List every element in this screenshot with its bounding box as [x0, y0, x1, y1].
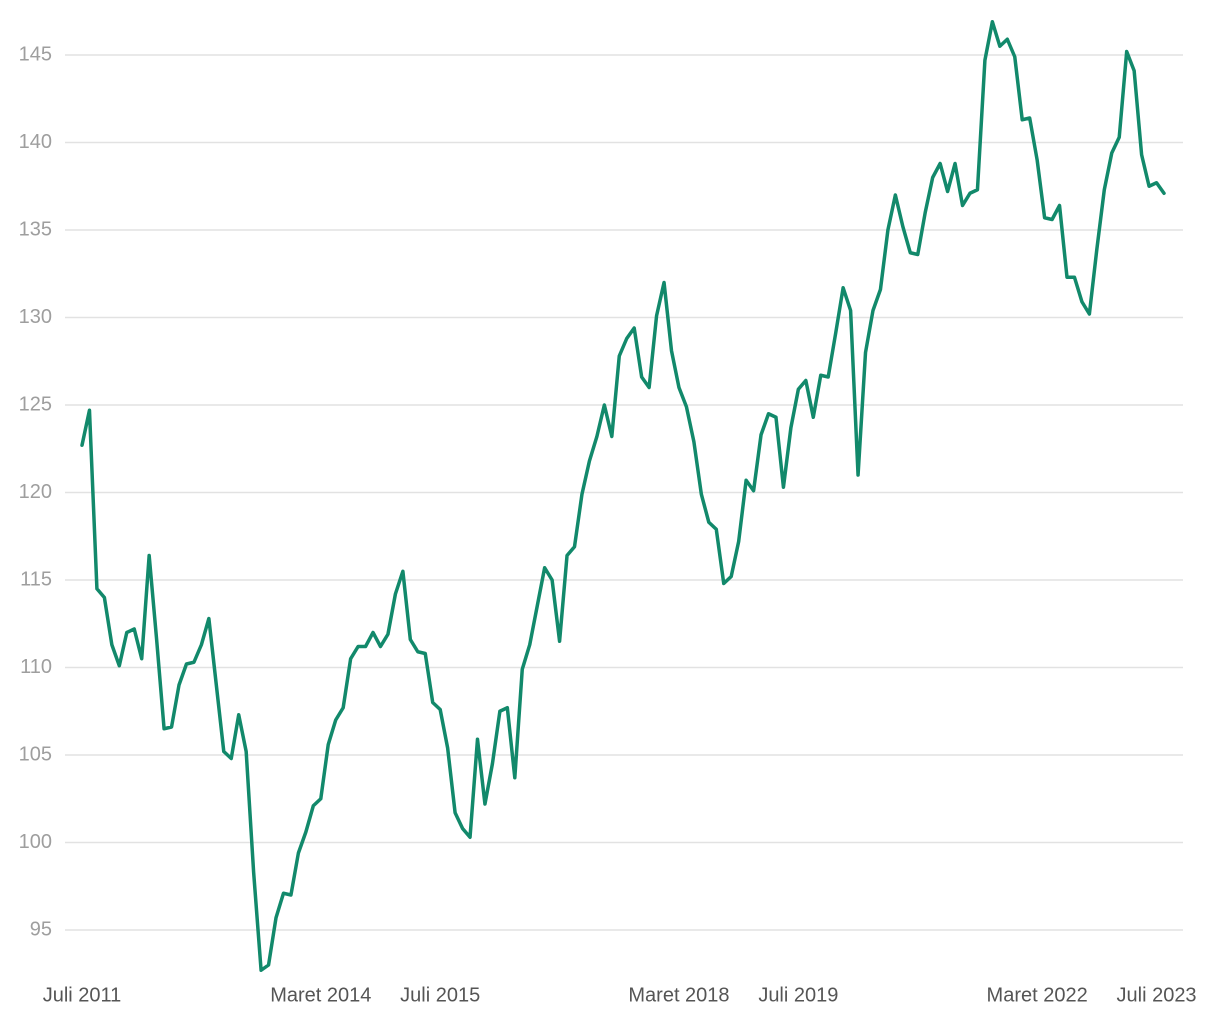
x-tick-label: Maret 2022 [987, 984, 1088, 1006]
x-tick-label: Maret 2014 [270, 984, 371, 1006]
x-tick-label: Maret 2018 [628, 984, 729, 1006]
y-tick-label: 105 [19, 743, 52, 765]
x-tick-label: Juli 2011 [43, 984, 122, 1006]
x-tick-label: Juli 2023 [1117, 984, 1197, 1006]
line [80, 20, 1166, 972]
y-tick-label: 140 [19, 131, 52, 153]
y-tick-label: 145 [19, 43, 52, 65]
x-tick-label: Juli 2019 [758, 984, 838, 1006]
y-tick-label: 95 [30, 918, 52, 940]
y-tick-label: 115 [20, 568, 52, 590]
y-tick-label: 135 [19, 218, 52, 240]
x-tick-label: Juli 2015 [400, 984, 480, 1006]
y-tick-label: 110 [20, 656, 52, 678]
y-tick-label: 120 [19, 481, 52, 503]
y-tick-label: 125 [19, 393, 52, 415]
y-tick-label: 130 [19, 306, 52, 328]
y-tick-label: 100 [19, 831, 52, 853]
